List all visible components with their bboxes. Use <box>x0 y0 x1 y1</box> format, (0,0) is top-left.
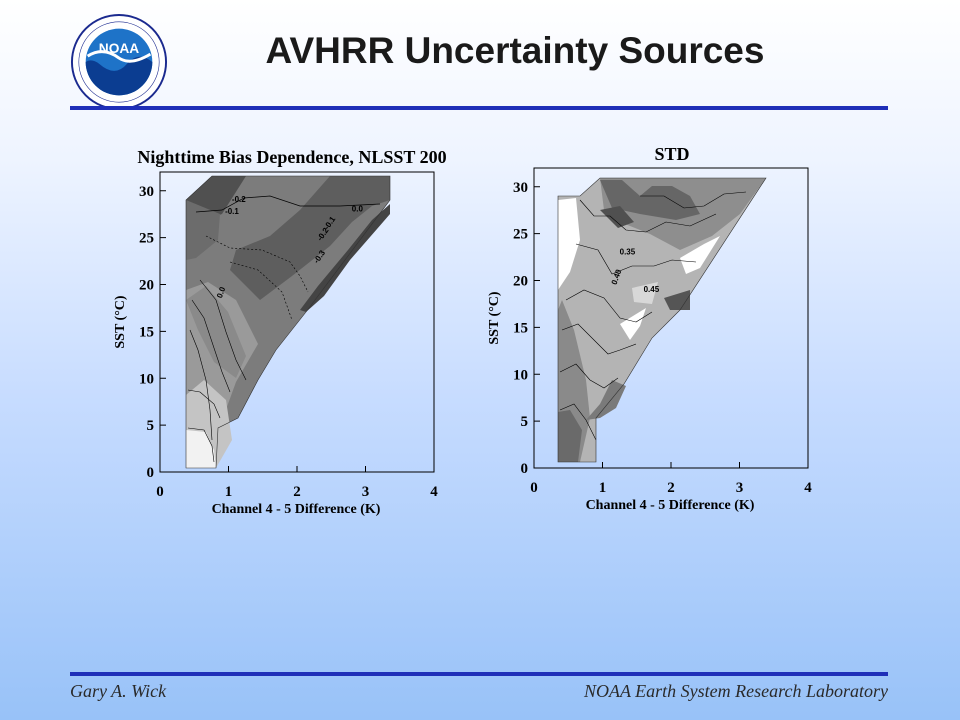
y-tick-label: 30 <box>513 180 528 196</box>
contour-label: -0.2 <box>232 195 246 204</box>
y-tick-label: 20 <box>139 278 154 294</box>
bottom-rule <box>70 672 888 676</box>
y-tick-label: 10 <box>513 367 528 383</box>
x-axis-label: Channel 4 - 5 Difference (K) <box>212 502 381 517</box>
x-tick-label: 2 <box>293 484 301 500</box>
heatmap-field <box>185 175 391 469</box>
contour-label: 0.0 <box>215 285 227 299</box>
y-tick-label: 15 <box>513 320 528 336</box>
y-tick-label: 20 <box>513 274 528 290</box>
chart-title: Nighttime Bias Dependence, NLSST 200 <box>137 147 446 167</box>
x-tick-label: 0 <box>530 480 538 496</box>
noaa-logo-text: NOAA <box>99 41 139 56</box>
x-tick-label: 1 <box>599 480 607 496</box>
contour-label: 0.45 <box>644 285 660 294</box>
x-tick-label: 3 <box>362 484 370 500</box>
top-rule <box>70 106 888 110</box>
y-tick-label: 30 <box>139 184 154 200</box>
y-tick-label: 10 <box>139 371 154 387</box>
y-tick-label: 25 <box>139 231 154 247</box>
x-tick-label: 2 <box>667 480 675 496</box>
y-axis-label: SST (°C) <box>113 295 128 349</box>
y-tick-label: 25 <box>513 227 528 243</box>
y-tick-label: 0 <box>521 461 529 477</box>
chart-bias: Nighttime Bias Dependence, NLSST 200 -0.… <box>113 147 447 517</box>
chart-title: STD <box>654 144 689 164</box>
y-axis-label: SST (°C) <box>487 291 502 345</box>
y-tick-label: 5 <box>521 414 529 430</box>
x-tick-label: 4 <box>804 480 812 496</box>
x-tick-label: 4 <box>430 484 438 500</box>
x-tick-label: 0 <box>156 484 164 500</box>
y-tick-label: 0 <box>147 465 155 481</box>
footer-author: Gary A. Wick <box>70 681 167 701</box>
heatmap-field <box>557 177 767 463</box>
x-tick-label: 3 <box>736 480 744 496</box>
y-tick-label: 15 <box>139 324 154 340</box>
x-tick-label: 1 <box>225 484 233 500</box>
contour-label: 0.35 <box>620 247 636 256</box>
contour-label: 0.0 <box>352 204 364 213</box>
contour-label: -0.1 <box>225 207 239 216</box>
x-axis-label: Channel 4 - 5 Difference (K) <box>586 498 755 513</box>
page-title: AVHRR Uncertainty Sources <box>265 30 765 71</box>
y-tick-label: 5 <box>147 418 155 434</box>
noaa-logo-icon: NOAA <box>70 13 168 111</box>
footer-organization: NOAA Earth System Research Laboratory <box>584 681 888 701</box>
